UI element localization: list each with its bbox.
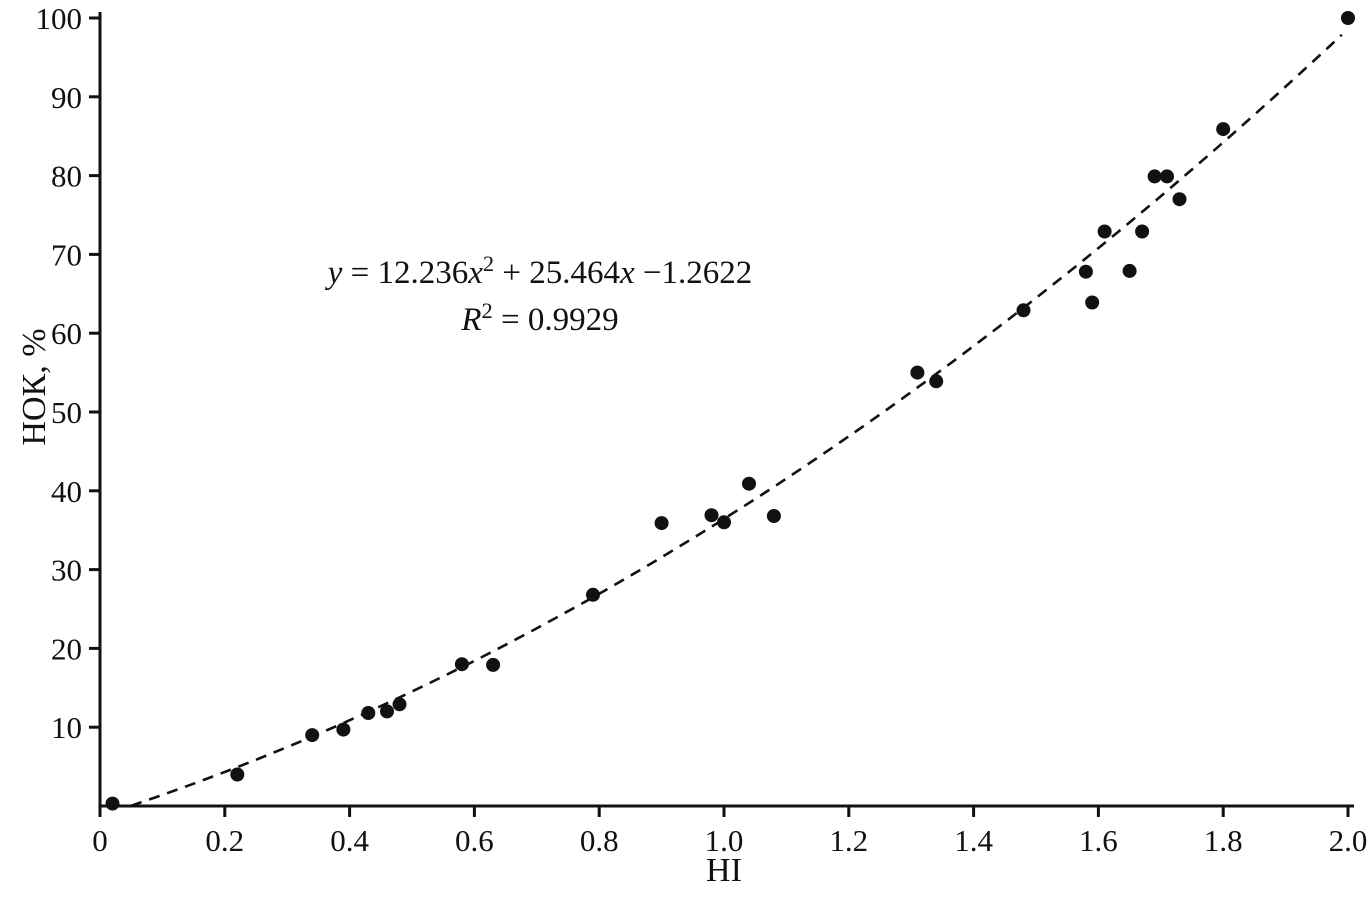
equation-variable: x	[620, 255, 635, 291]
data-point	[1341, 11, 1355, 25]
equation-variable: y	[327, 255, 343, 291]
r-squared-line: R2 = 0.9929	[230, 297, 850, 344]
data-point	[1172, 192, 1187, 207]
y-tick-label: 50	[51, 395, 82, 430]
data-point	[929, 374, 944, 389]
equation-variable: R	[461, 302, 482, 338]
x-tick-label: 1.8	[1204, 823, 1243, 858]
data-point	[910, 365, 925, 380]
data-point	[1078, 264, 1093, 279]
y-tick-label: 20	[51, 631, 82, 666]
data-point	[717, 515, 731, 530]
data-point	[704, 508, 719, 523]
data-point	[305, 728, 320, 743]
y-tick-label: 90	[51, 80, 82, 115]
data-point	[230, 767, 245, 782]
y-tick-label: 100	[36, 1, 83, 36]
equation-text: = 12.236	[342, 255, 469, 291]
data-point	[1016, 303, 1031, 318]
x-tick-label: 0.6	[455, 823, 494, 858]
data-point	[361, 706, 376, 720]
data-point	[1216, 122, 1231, 137]
data-point	[1122, 263, 1137, 278]
equation-line1: y = 12.236x2 + 25.464x −1.2622	[230, 250, 850, 297]
x-tick-label: 1.0	[705, 823, 744, 858]
equation-text: + 25.464	[494, 255, 620, 291]
x-tick-label: 1.4	[954, 823, 993, 858]
data-point	[105, 796, 120, 811]
y-axis-label: НОК, %	[16, 328, 53, 446]
equation-annotation: y = 12.236x2 + 25.464x −1.2622 R2 = 0.99…	[230, 250, 850, 344]
equation-superscript: 2	[481, 298, 493, 323]
equation-text: = 0.9929	[492, 302, 619, 338]
y-tick-label: 60	[51, 316, 82, 351]
data-point	[486, 657, 501, 672]
data-point	[1135, 224, 1150, 239]
x-tick-label: 0.2	[205, 823, 244, 858]
data-point	[766, 509, 781, 523]
x-tick-label: 0	[92, 823, 108, 858]
equation-text: −1.2622	[634, 255, 753, 291]
y-tick-label: 40	[51, 474, 82, 509]
data-point	[380, 704, 394, 719]
x-tick-label: 2.0	[1329, 823, 1368, 858]
data-point	[1160, 169, 1174, 184]
data-point	[1097, 224, 1112, 239]
x-tick-label: 1.6	[1079, 823, 1118, 858]
data-point	[1085, 295, 1100, 310]
data-point	[586, 587, 600, 602]
equation-superscript: 2	[482, 251, 495, 276]
data-point	[392, 697, 407, 712]
data-point	[336, 722, 351, 737]
x-axis-label: HI	[706, 852, 742, 889]
data-point	[1147, 169, 1162, 184]
y-tick-label: 80	[51, 159, 82, 194]
equation-variable: x	[468, 255, 483, 291]
data-point	[654, 516, 669, 531]
y-tick-label: 10	[51, 710, 82, 745]
y-tick-label: 70	[51, 237, 82, 272]
data-point	[454, 657, 469, 672]
x-tick-label: 0.8	[580, 823, 619, 858]
x-tick-label: 1.2	[829, 823, 868, 858]
y-tick-label: 30	[51, 553, 82, 588]
trendline	[130, 33, 1343, 807]
x-tick-label: 0.4	[330, 823, 369, 858]
data-point	[742, 476, 756, 491]
